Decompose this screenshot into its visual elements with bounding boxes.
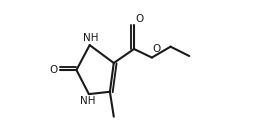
Text: NH: NH [80, 96, 96, 106]
Text: O: O [153, 44, 161, 54]
Text: O: O [136, 14, 144, 24]
Text: O: O [50, 65, 58, 75]
Text: NH: NH [83, 33, 98, 43]
